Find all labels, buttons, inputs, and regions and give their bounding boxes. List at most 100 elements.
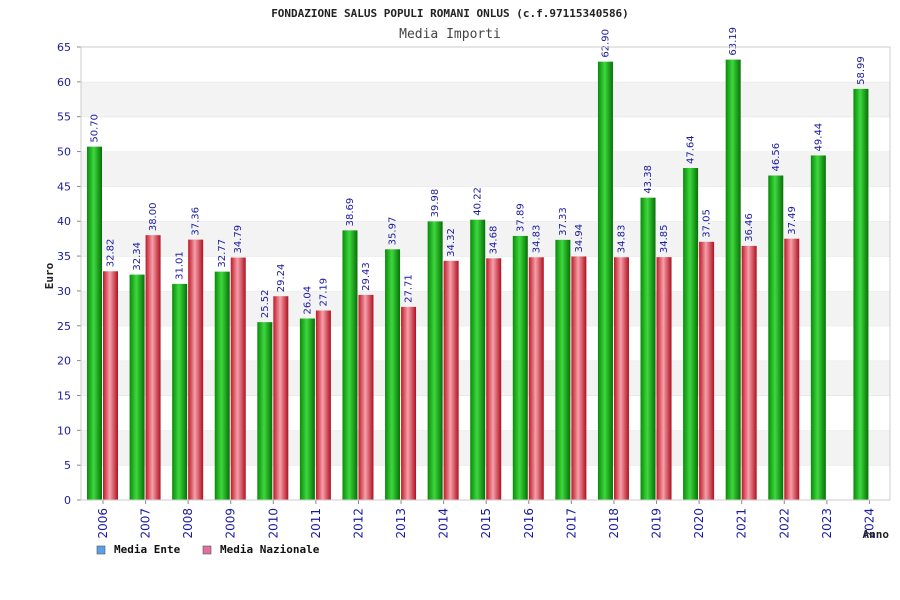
- bar-media-ente: [342, 230, 358, 500]
- y-tick-label: 55: [57, 111, 71, 124]
- bar-media-ente: [725, 59, 741, 500]
- bar-value-label: 32.82: [106, 239, 117, 268]
- grid-band: [81, 151, 890, 187]
- bar-value-label: 37.49: [787, 206, 798, 235]
- bar-media-nazionale: [784, 238, 800, 500]
- bar-value-label: 38.00: [148, 203, 159, 232]
- bar-media-nazionale: [103, 271, 118, 500]
- bar-value-label: 62.90: [600, 29, 611, 58]
- bar-media-ente: [87, 146, 102, 500]
- bar-media-nazionale: [571, 256, 587, 500]
- bar-value-label: 29.24: [276, 264, 287, 293]
- bar-value-label: 34.94: [574, 224, 585, 253]
- bar-value-label: 47.64: [686, 135, 697, 164]
- x-tick-label: 2015: [479, 508, 493, 539]
- y-tick-label: 5: [64, 459, 71, 472]
- bar-value-label: 38.69: [345, 198, 356, 227]
- x-tick-label: 2012: [351, 508, 365, 539]
- y-tick-label: 40: [57, 215, 71, 228]
- x-tick-label: 2023: [820, 508, 834, 539]
- bar-value-label: 25.52: [260, 290, 271, 319]
- bar-media-nazionale: [528, 257, 544, 500]
- bar-value-label: 34.85: [659, 224, 670, 253]
- y-tick-label: 20: [57, 355, 71, 368]
- bar-value-label: 32.77: [217, 239, 228, 268]
- bar-media-ente: [214, 271, 230, 500]
- x-tick-label: 2008: [181, 508, 195, 539]
- y-tick-label: 25: [57, 320, 71, 333]
- bar-media-nazionale: [273, 296, 289, 500]
- bar-value-label: 49.44: [813, 123, 824, 152]
- y-axis-ticks: 0 5 10 15 20 25 30 35 40 45 50 55 60 65: [57, 41, 81, 507]
- bar-value-label: 35.97: [388, 217, 399, 246]
- bar-media-ente: [555, 239, 571, 500]
- bar-value-label: 32.34: [132, 242, 143, 271]
- bar-media-ente: [172, 283, 188, 500]
- bar-value-label: 40.22: [473, 187, 484, 216]
- bar-media-ente: [512, 235, 528, 500]
- bar-media-nazionale: [699, 241, 715, 501]
- value-labels: 50.70 32.82 32.34 38.00 31.01 37.36 32.77 34.79…: [90, 27, 867, 318]
- grid-band: [81, 116, 890, 152]
- y-tick-label: 15: [57, 389, 71, 402]
- y-tick-label: 35: [57, 250, 71, 263]
- bar-value-label: 31.01: [175, 251, 186, 280]
- chart-subtitle: Media Importi: [399, 27, 501, 42]
- x-tick-label: 2022: [777, 508, 791, 539]
- bar-value-label: 34.79: [233, 225, 244, 254]
- bar-media-nazionale: [613, 257, 629, 500]
- plot-border: [80, 46, 891, 501]
- grid-band: [81, 186, 890, 222]
- x-tick-label: 2013: [394, 508, 408, 539]
- y-tick-label: 60: [57, 76, 71, 89]
- bar-media-ente: [385, 249, 401, 500]
- bar-media-nazionale: [443, 260, 459, 500]
- y-axis-label: Euro: [43, 262, 56, 289]
- bar-media-ente: [597, 61, 613, 501]
- bar-media-nazionale: [656, 257, 672, 500]
- bar-media-ente: [257, 322, 273, 500]
- grid-band: [81, 47, 890, 82]
- bar-media-ente: [299, 318, 315, 500]
- bars: [87, 59, 869, 501]
- bar-value-label: 27.19: [318, 278, 329, 307]
- legend-label: Media Ente: [114, 543, 181, 556]
- bar-value-label: 39.98: [430, 189, 441, 218]
- bar-value-label: 29.43: [361, 262, 372, 291]
- grid-band: [81, 81, 890, 117]
- bar-value-label: 63.19: [728, 27, 739, 56]
- bar-media-nazionale: [358, 294, 374, 500]
- legend-swatch: [96, 545, 106, 555]
- bar-media-nazionale: [486, 258, 502, 500]
- y-tick-label: 30: [57, 285, 71, 298]
- bar-media-ente: [683, 167, 699, 500]
- bar-media-ente: [810, 155, 826, 500]
- x-tick-label: 2009: [224, 508, 238, 539]
- bar-value-label: 27.71: [404, 274, 415, 303]
- bar-value-label: 37.36: [191, 207, 202, 236]
- x-axis-label: Anno: [863, 528, 890, 541]
- x-tick-label: 2011: [309, 508, 323, 539]
- bar-media-nazionale: [315, 310, 331, 500]
- bar-value-label: 34.83: [616, 225, 627, 254]
- bar-media-ente: [470, 219, 486, 500]
- y-tick-label: 0: [64, 494, 71, 507]
- x-tick-label: 2007: [139, 508, 153, 539]
- bar-value-label: 37.05: [702, 209, 713, 238]
- bar-value-label: 36.46: [744, 213, 755, 242]
- x-tick-label: 2019: [650, 508, 664, 539]
- bar-media-nazionale: [145, 235, 161, 500]
- bar-value-label: 43.38: [643, 165, 654, 194]
- x-tick-label: 2020: [692, 508, 706, 539]
- bar-value-label: 34.83: [531, 225, 542, 254]
- legend-label: Media Nazionale: [220, 543, 320, 556]
- y-tick-label: 50: [57, 146, 71, 159]
- bar-value-label: 34.32: [446, 228, 457, 257]
- x-tick-label: 2010: [266, 508, 280, 539]
- bar-value-label: 50.70: [90, 114, 101, 143]
- bar-value-label: 37.33: [558, 207, 569, 236]
- x-tick-label: 2024: [862, 508, 876, 539]
- bar-value-label: 46.56: [771, 143, 782, 172]
- bar-media-nazionale: [230, 257, 246, 500]
